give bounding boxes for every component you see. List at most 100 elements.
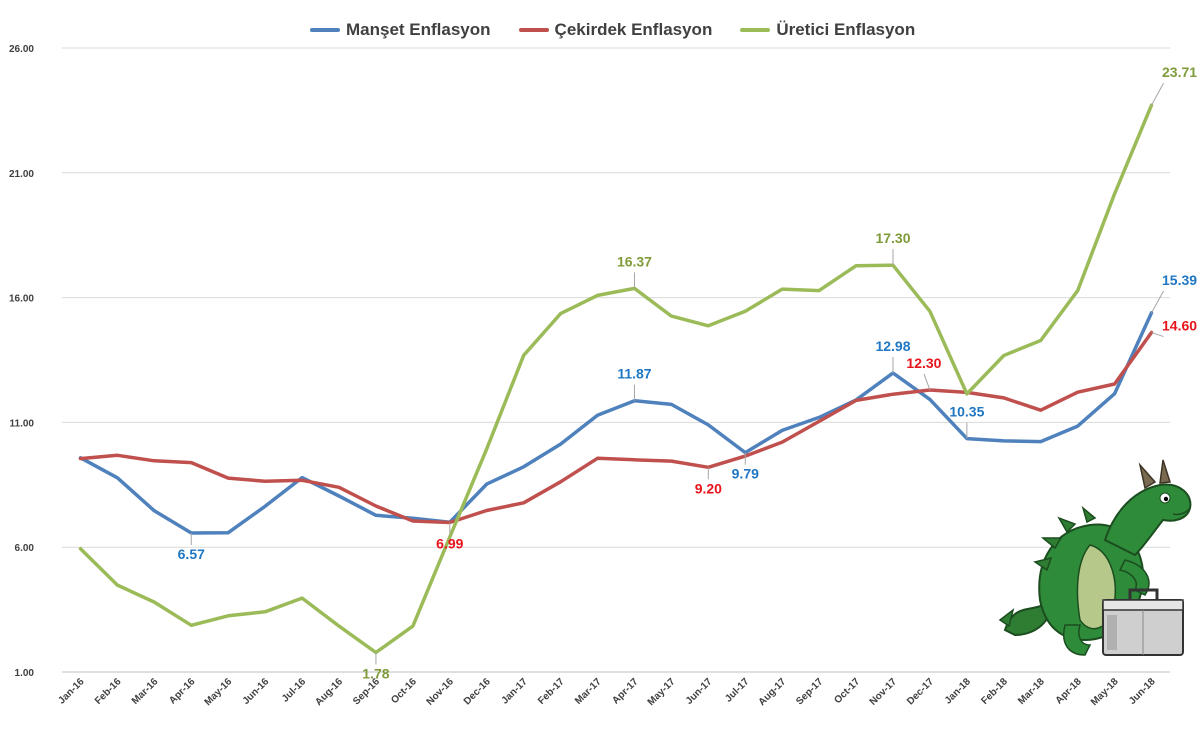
data-point xyxy=(522,465,525,469)
data-label: 10.35 xyxy=(949,404,984,420)
y-tick-label: 26.00 xyxy=(9,44,34,55)
data-point xyxy=(891,392,895,396)
data-point xyxy=(596,413,599,417)
y-tick-label: 16.00 xyxy=(9,294,34,305)
data-point xyxy=(411,624,415,628)
data-point xyxy=(1039,408,1042,412)
series-line-1 xyxy=(78,311,1154,535)
data-point xyxy=(1002,354,1005,357)
data-label: 17.30 xyxy=(875,230,910,246)
data-point xyxy=(116,583,119,587)
data-point xyxy=(337,486,341,489)
data-label-leader xyxy=(1151,290,1164,314)
x-tick-label: Apr-18 xyxy=(1054,676,1084,706)
data-point xyxy=(559,480,562,484)
x-tick-label: Aug-17 xyxy=(757,676,789,708)
data-label-leader xyxy=(923,373,931,391)
y-tick-label: 6.00 xyxy=(15,543,35,554)
data-label-leader xyxy=(1151,332,1164,338)
data-label: 12.98 xyxy=(875,338,910,354)
x-tick-label: Feb-17 xyxy=(536,676,567,707)
x-tick-label: Mar-16 xyxy=(130,676,161,707)
data-point xyxy=(190,461,193,464)
x-tick-label: Oct-16 xyxy=(389,676,419,706)
data-point xyxy=(744,451,747,454)
data-point xyxy=(744,310,747,313)
data-label: 11.87 xyxy=(617,366,651,382)
x-tick-label: Dec-17 xyxy=(905,676,936,707)
data-point xyxy=(854,399,858,402)
data-point xyxy=(817,420,821,423)
data-point xyxy=(559,312,562,315)
data-point xyxy=(670,314,673,318)
x-tick-label: Jun-18 xyxy=(1127,676,1158,707)
data-point xyxy=(1039,440,1042,443)
data-point xyxy=(411,519,415,523)
data-point xyxy=(337,494,341,498)
x-tick-label: Jan-17 xyxy=(500,676,530,706)
data-label: 12.30 xyxy=(906,355,941,371)
data-point xyxy=(781,287,784,291)
chart-legend: Manşet Enflasyon Çekirdek Enflasyon Üretic… xyxy=(310,20,915,40)
data-point xyxy=(854,264,858,267)
legend-entry: Manşet Enflasyon xyxy=(310,20,491,40)
data-point xyxy=(707,423,710,427)
data-point xyxy=(153,459,156,463)
data-label: 23.71 xyxy=(1162,64,1197,80)
x-tick-label: Feb-18 xyxy=(979,676,1010,707)
x-tick-label: Jul-17 xyxy=(723,676,752,705)
data-point xyxy=(485,509,488,512)
data-point xyxy=(596,457,599,460)
legend-swatch xyxy=(740,28,771,32)
data-point xyxy=(190,624,193,627)
data-label: 15.39 xyxy=(1162,272,1197,288)
data-point xyxy=(263,480,267,483)
x-tick-label: Oct-17 xyxy=(832,676,862,706)
data-point xyxy=(116,454,119,457)
x-tick-label: Nov-16 xyxy=(425,676,457,708)
data-point xyxy=(300,476,304,479)
data-point xyxy=(153,509,156,512)
x-tick-label: Feb-16 xyxy=(93,676,124,707)
data-point xyxy=(522,354,525,357)
data-point xyxy=(153,600,156,604)
data-point xyxy=(374,514,378,517)
data-point xyxy=(116,476,119,480)
legend-label: Manşet Enflasyon xyxy=(346,20,491,39)
data-point xyxy=(1039,339,1042,342)
legend-entry: Çekirdek Enflasyon xyxy=(518,20,713,40)
data-point xyxy=(670,403,673,406)
x-tick-label: Jan-18 xyxy=(943,676,973,706)
data-point xyxy=(596,294,599,297)
data-label: 9.79 xyxy=(732,466,759,482)
data-point xyxy=(79,457,82,460)
x-tick-label: Sep-17 xyxy=(794,676,825,707)
data-point xyxy=(633,458,636,462)
x-tick-label: Jan-16 xyxy=(56,676,86,706)
data-point xyxy=(227,476,230,480)
series-line-2 xyxy=(78,330,1154,525)
y-tick-label: 11.00 xyxy=(10,418,35,429)
x-tick-label: Jun-17 xyxy=(684,676,715,707)
data-point xyxy=(300,479,304,482)
data-point xyxy=(448,535,451,539)
data-point xyxy=(485,482,488,486)
x-tick-label: Mar-17 xyxy=(573,676,604,707)
data-label: 6.57 xyxy=(178,546,205,562)
data-point xyxy=(263,610,267,614)
dragon-with-briefcase-icon xyxy=(998,459,1192,656)
data-label: 16.37 xyxy=(617,253,652,269)
data-point xyxy=(411,517,415,520)
x-tick-label: Nov-17 xyxy=(868,676,900,708)
y-tick-label: 1.00 xyxy=(15,668,35,679)
x-tick-label: Apr-16 xyxy=(167,676,197,706)
x-tick-label: Mar-18 xyxy=(1016,676,1047,707)
legend-label: Çekirdek Enflasyon xyxy=(554,20,713,39)
data-point xyxy=(1002,439,1005,443)
data-point xyxy=(1113,382,1116,386)
data-point xyxy=(781,440,784,444)
x-tick-label: May-17 xyxy=(646,676,678,708)
data-point xyxy=(707,324,710,328)
data-point xyxy=(928,398,932,401)
data-point xyxy=(928,310,932,313)
